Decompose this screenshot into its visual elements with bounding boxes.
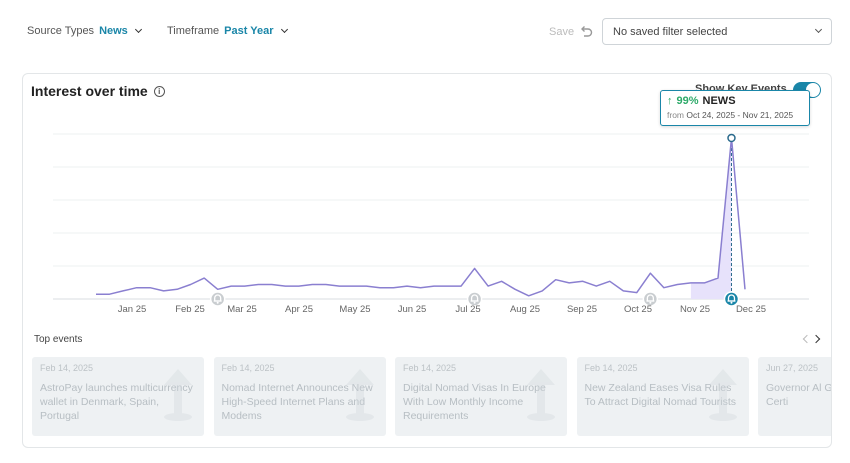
peak-point[interactable]: [727, 133, 736, 143]
key-event-marker[interactable]: [209, 291, 226, 307]
card-title-text: Interest over time: [31, 83, 148, 99]
event-card[interactable]: Feb 14, 2025 Digital Nomad Visas In Europ…: [395, 357, 567, 436]
event-card[interactable]: Feb 14, 2025 New Zealand Eases Visa Rules…: [576, 357, 749, 436]
event-date: Feb 14, 2025: [221, 363, 275, 373]
key-event-marker[interactable]: [642, 291, 659, 307]
timeframe-label: Timeframe: [167, 25, 220, 37]
event-thumbnail-icon: [345, 369, 374, 421]
chart-markers: [209, 291, 740, 307]
save-button[interactable]: Save: [549, 26, 575, 38]
event-card[interactable]: Jun 27, 2025 Governor Al Grapevine A Texa…: [758, 357, 831, 436]
chevron-down-icon: [814, 25, 823, 34]
x-tick-label: Nov 25: [680, 304, 710, 315]
tooltip-from-label: from: [667, 110, 684, 120]
source-types-label: Source Types: [27, 25, 95, 37]
event-card[interactable]: Feb 14, 2025 AstroPay launches multicurre…: [32, 357, 204, 436]
event-thumbnail-icon: [164, 369, 192, 421]
event-title: AstroPay launches multicurrency wallet i…: [40, 382, 193, 422]
interest-card: Interest over time i Show Key Events Jan…: [22, 73, 832, 448]
event-title: Nomad Internet Announces New High-Speed …: [221, 382, 373, 422]
event-title: Governor Al Grapevine A Texas Certi: [766, 382, 831, 408]
x-tick-label: May 25: [339, 304, 370, 315]
series-line: [96, 137, 746, 297]
event-title: New Zealand Eases Visa Rules To Attract …: [584, 382, 737, 408]
timeframe-value: Past Year: [224, 25, 274, 37]
x-axis-ticks: Jan 25 Feb 25 Mar 25 Apr 25 May 25 Jun 25 Jul …: [118, 304, 766, 315]
undo-icon[interactable]: [578, 23, 594, 39]
tooltip-series-name: NEWS: [702, 95, 736, 107]
event-thumbnail-icon: [708, 369, 737, 421]
chart-area: [690, 138, 732, 299]
chevron-right-icon[interactable]: [811, 334, 821, 344]
saved-filter-text: No saved filter selected: [613, 25, 728, 38]
x-tick-label: Sep 25: [567, 304, 597, 315]
event-date: Feb 14, 2025: [40, 363, 94, 373]
chart-grid: [53, 133, 809, 300]
x-tick-label: Oct 25: [624, 304, 652, 315]
x-tick-label: Feb 25: [175, 304, 205, 315]
source-types-value: News: [99, 25, 128, 37]
chart-line: [96, 133, 746, 297]
event-date: Feb 14, 2025: [584, 363, 638, 373]
tooltip-percent: 99%: [676, 95, 699, 107]
event-date: Feb 14, 2025: [403, 363, 457, 373]
chevron-left-icon[interactable]: [802, 334, 812, 344]
info-icon[interactable]: i: [153, 85, 165, 97]
card-title: Interest over time i: [31, 83, 165, 99]
event-card[interactable]: Feb 14, 2025 Nomad Internet Announces New…: [213, 357, 386, 436]
chevron-down-icon: [134, 25, 142, 33]
chevron-down-icon: [280, 25, 288, 33]
event-title: Digital Nomad Visas In Europe With Low M…: [403, 382, 546, 422]
key-event-marker[interactable]: [723, 291, 740, 307]
x-tick-label: Aug 25: [510, 304, 540, 315]
event-thumbnail-icon: [527, 369, 555, 421]
top-events-title: Top events: [34, 334, 83, 345]
highlight-area: [690, 138, 732, 299]
interest-chart: Jan 25 Feb 25 Mar 25 Apr 25 May 25 Jun 25 Jul …: [53, 133, 809, 315]
x-tick-label: Jan 25: [118, 304, 147, 315]
timeframe-dropdown[interactable]: Timeframe Past Year: [167, 25, 288, 37]
key-event-marker[interactable]: [466, 291, 483, 307]
x-tick-label: Mar 25: [227, 304, 257, 315]
x-tick-label: Jul 25: [455, 304, 480, 315]
saved-filter-select[interactable]: No saved filter selected: [602, 18, 832, 45]
chart-tooltip: ↑ 99% NEWS from Oct 24, 2025 - Nov 21, 2…: [660, 90, 810, 126]
source-types-dropdown[interactable]: Source Types News: [27, 25, 142, 37]
tooltip-arrow-up-icon: ↑: [667, 95, 673, 107]
tooltip-range: Oct 24, 2025 - Nov 21, 2025: [686, 110, 794, 120]
x-tick-label: Dec 25: [736, 304, 766, 315]
x-tick-label: Apr 25: [285, 304, 313, 315]
x-tick-label: Jun 25: [398, 304, 427, 315]
filter-bar: Source Types News Timeframe Past Year Sa…: [0, 0, 850, 64]
top-events-list: Feb 14, 2025 AstroPay launches multicurre…: [32, 357, 831, 436]
event-date: Jun 27, 2025: [766, 363, 819, 373]
